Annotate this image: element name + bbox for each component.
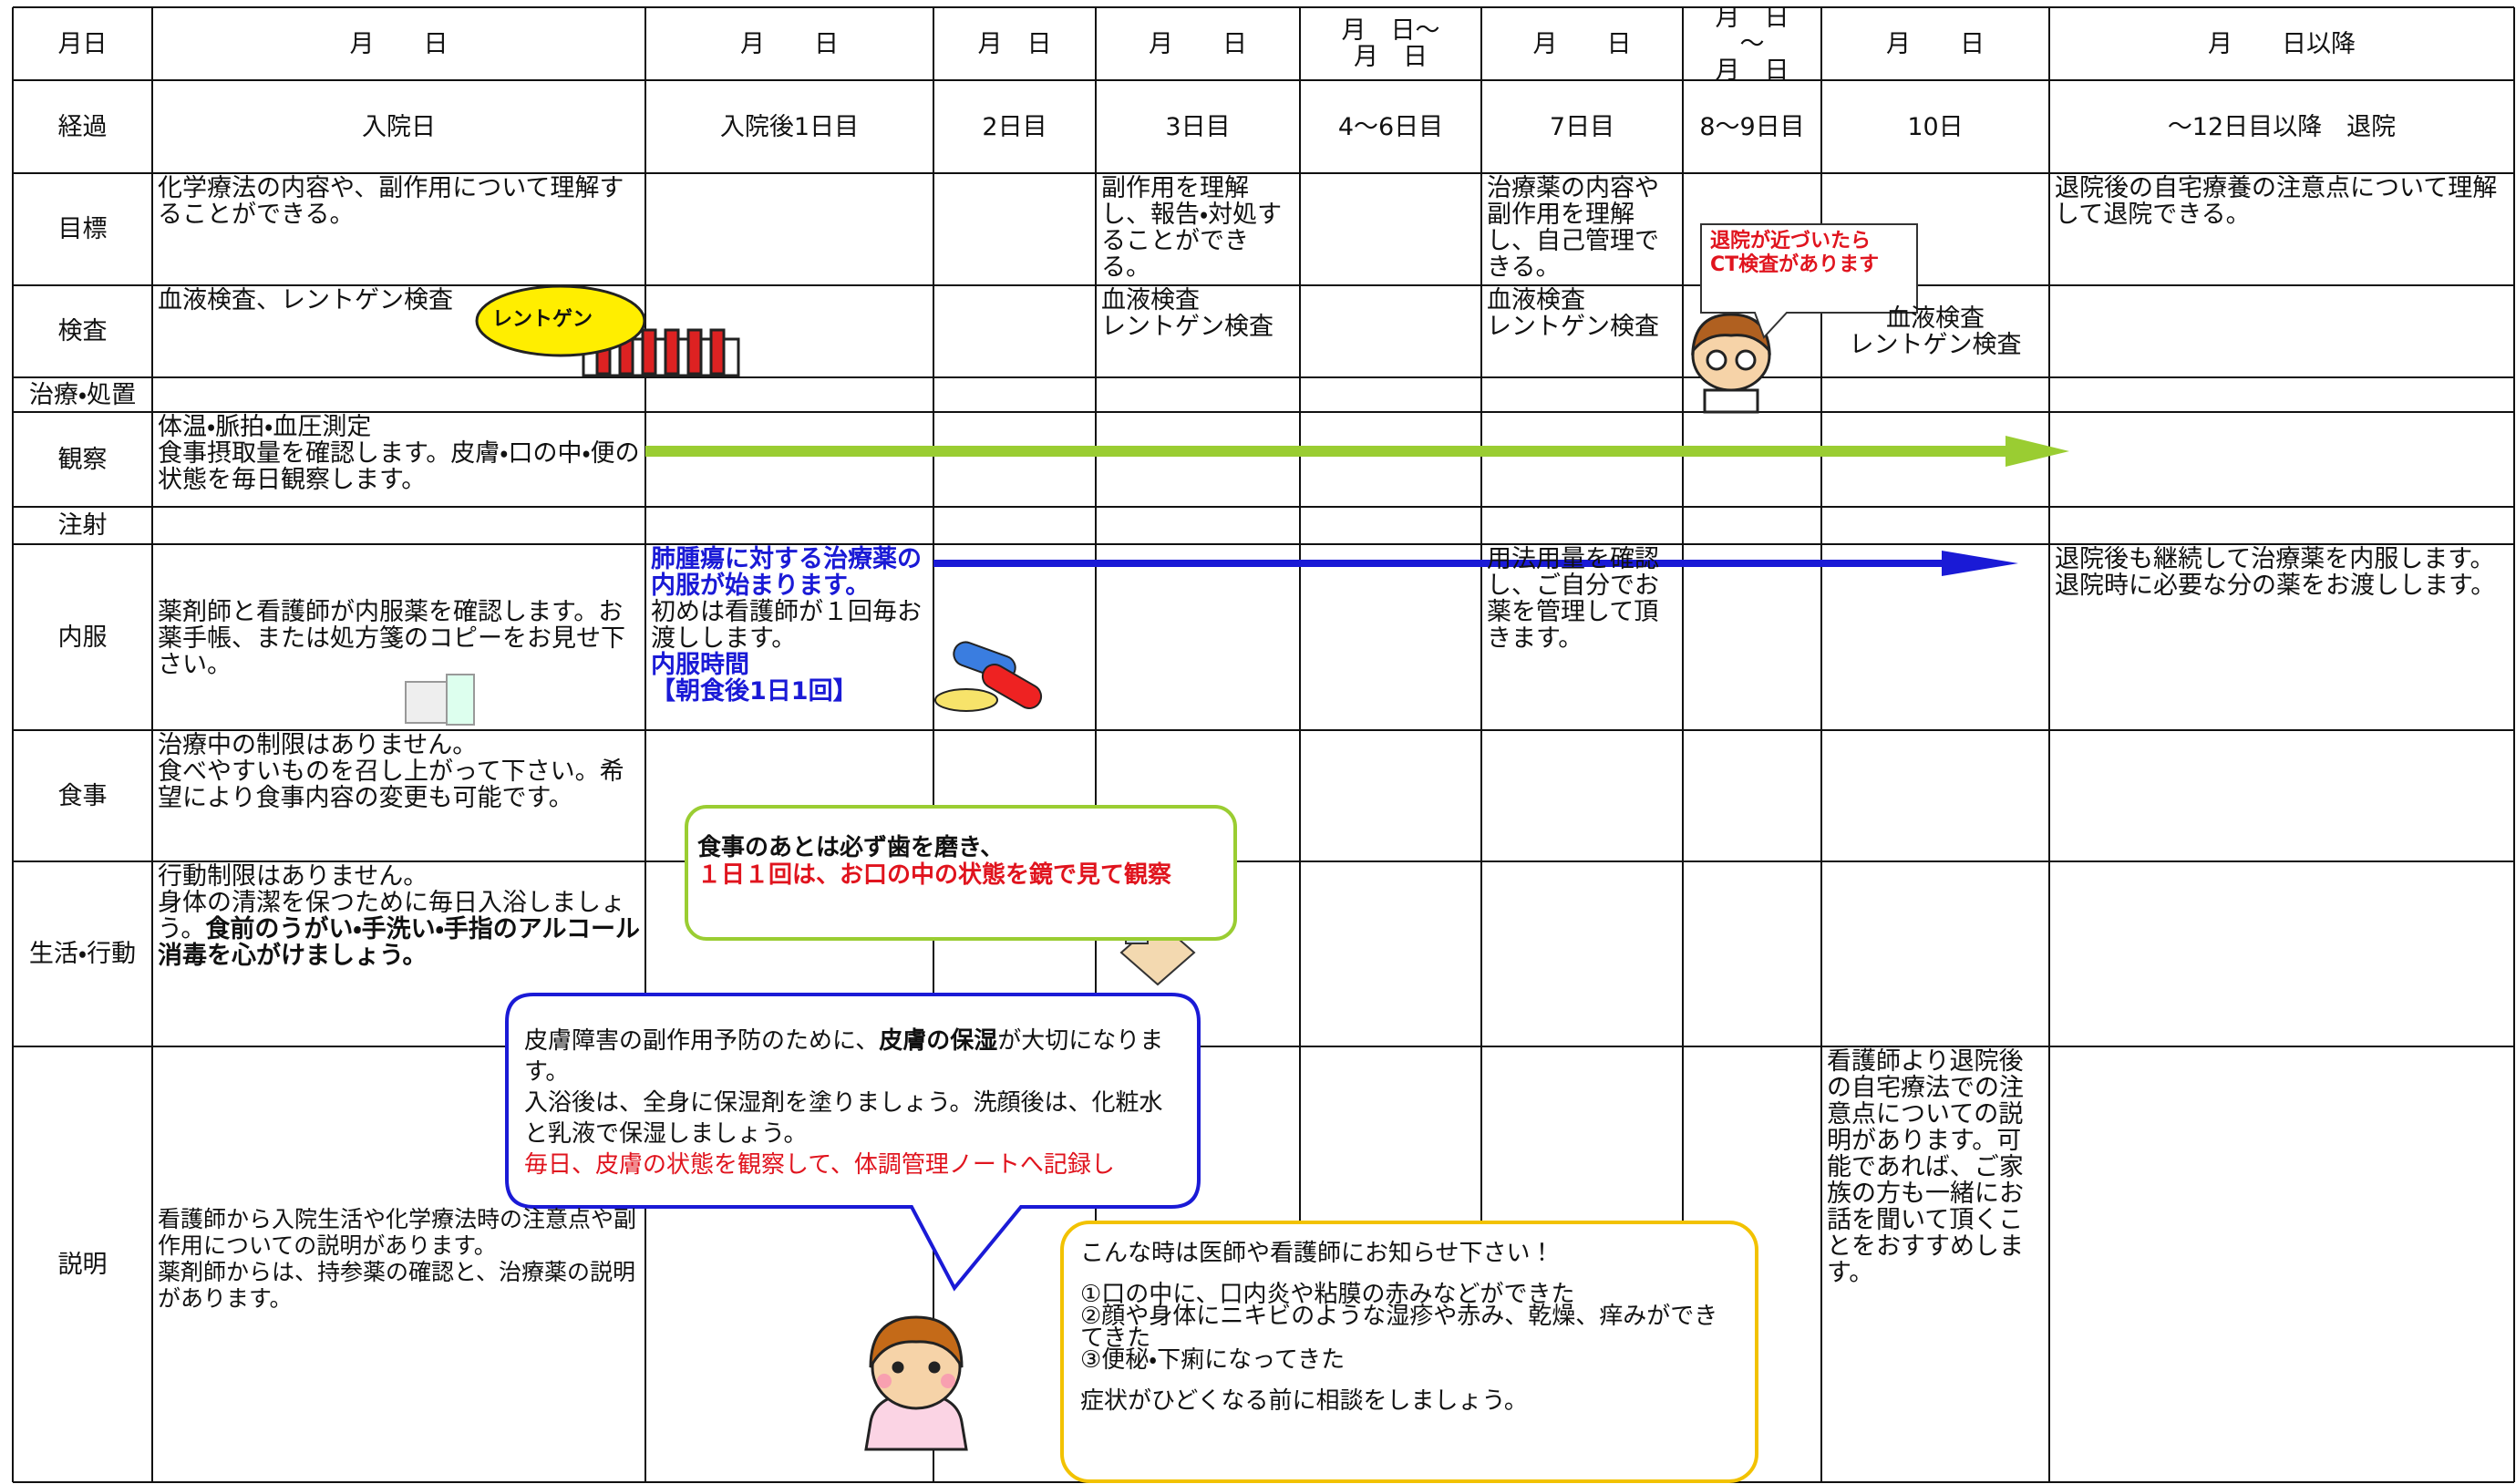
oral-care-shape: [685, 805, 1237, 941]
table-cell: 肺腫瘍に対する治療薬の内服が始まります。 初めは看護師が１回毎お渡しします。 内…: [645, 544, 933, 730]
table-cell: 退院後の自宅療養の注意点について理解して退院できる。: [2055, 174, 2498, 229]
table-cell: 7日目: [1549, 112, 1615, 141]
text-run: 初めは看護師が１回毎お渡しします。: [651, 598, 922, 653]
xray-label: レントゲン: [492, 308, 593, 331]
row-label: 目標: [57, 215, 108, 243]
table-cell: 月 日 ～ 月 日: [1715, 7, 1789, 80]
table-cell: 10日: [1907, 112, 1964, 141]
table-cell: 4～6日目: [1337, 112, 1444, 141]
test-tubes-icon: [582, 328, 740, 377]
medication-arrow: [933, 551, 2018, 576]
table-cell: 副作用を理解し、報告・対処することができる。: [1101, 174, 1283, 282]
table-cell: 月 日: [1149, 29, 1247, 58]
table-cell: 体温・脈拍・血圧測定 食事摂取量を確認します。皮膚・口の中・便の状態を毎日観察し…: [158, 413, 640, 494]
table-cell: 看護師より退院後の自宅療法での注意点についての説明があります。可能であれば、ご家…: [1827, 1047, 2024, 1287]
doctor-icon: [1691, 313, 1771, 414]
xray-badge: [475, 284, 646, 357]
table-cell: 血液検査、レントゲン検査: [158, 286, 453, 314]
row-label: 説明: [57, 1250, 108, 1279]
skin-care-shape: [505, 993, 1201, 1292]
contact-text: ①口の中に、口内炎や粘膜の赤みなどができた ②顔や身体にニキビのような湿疹や赤み…: [1080, 1281, 1718, 1374]
observation-arrow: [645, 436, 2069, 467]
table-cell: 月 日: [977, 29, 1052, 58]
table-cell: 入院後1日目: [719, 112, 860, 141]
table-cell: 月 日: [740, 29, 839, 58]
table-cell: 月 日: [349, 29, 449, 58]
table-cell: ～12日目以降 退院: [2167, 112, 2397, 141]
table-cell: 治療薬の内容や副作用を理解し、自己管理できる。: [1487, 174, 1659, 282]
table-cell: 2日目: [982, 112, 1047, 141]
grid-lines: [12, 6, 2515, 1483]
table-cell: 薬剤師と看護師が内服薬を確認します。お薬手帳、または処方箋のコピーをお見せ下さい…: [158, 598, 625, 679]
row-label: 治療・処置: [28, 380, 137, 409]
text-run: 肺腫瘍に対する治療薬の内服が始まります。: [651, 545, 922, 600]
doctor-bubble-shape: [1700, 223, 1918, 339]
table-cell: 退院後も継続して治療薬を内服します。退院時に必要な分の薬をお渡しします。: [2055, 545, 2496, 600]
text-run: が大切になります。 入浴後は、全身に保湿剤を塗りましょう。洗顔後は、化粧水と乳液…: [524, 1027, 1164, 1148]
text-run: 行動制限はありません。 身体の清潔を保つために毎日入浴しましょう。: [158, 862, 625, 943]
text-run: 毎日、皮膚の状態を観察して、体調管理ノートへ記録し: [524, 1151, 1115, 1179]
text-run: 食事のあとは必ず歯を磨き、: [697, 834, 1005, 861]
row-label: 注射: [57, 511, 108, 540]
table-cell: 血液検査 レントゲン検査: [1849, 304, 2022, 359]
table-cell: 化学療法の内容や、副作用について理解することができる。: [158, 174, 624, 229]
text-run: 皮膚の保湿: [879, 1027, 998, 1055]
table-cell: 月 日～ 月 日: [1341, 16, 1440, 71]
contact-text: 症状がひどくなる前に相談をしましょう。: [1080, 1387, 1528, 1415]
text-run: 食前のうがい・手洗い・手指のアルコール消毒を心がけましょう。: [158, 915, 640, 970]
table-cell: 看護師から入院生活や化学療法時の注意点や副作用についての説明があります。 薬剤師…: [158, 1206, 637, 1312]
table-cell: 8～9日目: [1699, 112, 1805, 141]
contact-box: こんな時は医師や看護師にお知らせ下さい！ ①口の中に、口内炎や粘膜の赤みなどができ…: [1080, 1231, 1737, 1431]
row-label: 観察: [57, 445, 108, 474]
pills-icon: [934, 641, 1043, 712]
table-cell: 月 日: [1886, 29, 1985, 58]
text-run: 内服時間 【朝食後1日1回】: [651, 651, 858, 706]
table-cell: 血液検査 レントゲン検査: [1101, 286, 1273, 341]
notebook-icon: [405, 674, 475, 726]
table-cell: 月 日: [1532, 29, 1632, 58]
table-cell: 治療中の制限はありません。 食べやすいものを召し上がって下さい。希望により食事内…: [158, 731, 624, 812]
table-cell: 3日目: [1165, 112, 1231, 141]
table-cell: 月 日以降: [2208, 29, 2356, 58]
table-cell: 行動制限はありません。 身体の清潔を保つために毎日入浴しましょう。食前のうがい・…: [152, 861, 645, 1046]
row-label: 経過: [57, 112, 108, 141]
text-run: 皮膚障害の副作用予防のために、: [524, 1027, 880, 1055]
contact-box-shape: [1060, 1221, 1758, 1483]
row-label: 食事: [57, 781, 108, 810]
table-cell: 入院日: [362, 112, 436, 141]
doctor-bubble: 退院が近づいたら CT検査があります: [1710, 230, 1880, 276]
skin-care: 皮膚障害の副作用予防のために、皮膚の保湿が大切になります。 入浴後は、全身に保湿…: [524, 1025, 1181, 1180]
table-cell: 用法用量を確認し、ご自分でお薬を管理して頂きます。: [1487, 545, 1659, 653]
contact-text: こんな時は医師や看護師にお知らせ下さい！: [1080, 1240, 1554, 1267]
oral-care: 食事のあとは必ず歯を磨き、 １日１回は、お口の中の状態を鏡で見て観察: [697, 834, 1226, 889]
table-cell: 血液検査 レントゲン検査: [1487, 286, 1659, 341]
row-label: 検査: [57, 317, 108, 345]
nurse-icon: [864, 1315, 968, 1451]
row-label: 生活・行動: [28, 940, 137, 968]
row-label: 月日: [57, 29, 108, 58]
text-run: １日１回は、お口の中の状態を鏡で見て観察: [697, 861, 1172, 889]
row-label: 内服: [57, 623, 108, 652]
